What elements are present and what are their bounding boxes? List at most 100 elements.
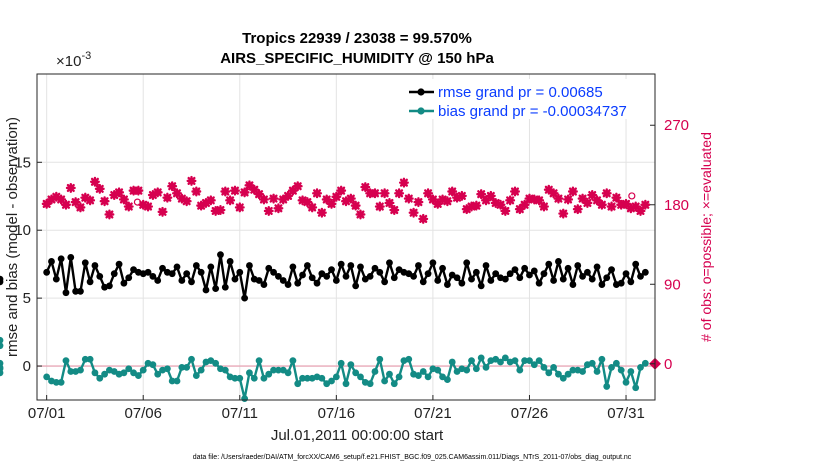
bias-point: [386, 370, 393, 378]
legend-bias-marker: [417, 107, 425, 115]
rmse-point: [569, 281, 577, 288]
obs-count-marker: [625, 203, 636, 214]
obs-count-marker: [355, 209, 366, 220]
obs-count-marker: [220, 186, 231, 197]
obs-count-marker: [500, 205, 511, 216]
obs-count-marker: [427, 194, 438, 205]
obs-count-marker: [205, 195, 216, 206]
rmse-point: [159, 264, 166, 272]
obs-count-marker: [601, 188, 612, 199]
rmse-point: [62, 289, 70, 297]
bias-point: [482, 364, 490, 371]
bias-point: [0, 364, 4, 371]
obs-count-marker: [65, 182, 76, 193]
bias-point: [472, 365, 480, 373]
obs-count-marker: [273, 203, 284, 214]
y-right-tick-label: 270: [664, 117, 689, 134]
obs-count-marker: [505, 195, 516, 206]
rmse-point: [617, 279, 625, 287]
bias-point: [530, 361, 538, 369]
obs-count-marker: [394, 188, 405, 199]
x-axis: 07/01 07/06 07/11 07/16 07/21 07/26 07/31: [28, 395, 645, 422]
obs-count-marker: [46, 194, 57, 205]
obs-count-marker: [268, 193, 279, 204]
rmse-point: [410, 272, 417, 280]
obs-count-marker: [41, 198, 52, 209]
rmse-point: [458, 279, 466, 287]
rmse-point: [608, 266, 615, 273]
rmse-point: [96, 272, 104, 280]
obs-count-marker: [244, 180, 255, 191]
rmse-point: [106, 282, 113, 290]
bias-point: [299, 374, 306, 382]
rmse-point: [477, 282, 485, 290]
bias-point: [376, 355, 384, 363]
obs-count-marker: [413, 197, 424, 208]
obs-count-marker: [89, 176, 100, 187]
x-axis-label: Jul.01,2011 00:00:00 start: [271, 427, 444, 444]
obs-count-marker: [461, 204, 472, 215]
bias-point: [221, 366, 229, 374]
rmse-point: [545, 260, 553, 268]
rmse-point: [197, 268, 205, 276]
axes-frame: [36, 73, 656, 401]
rmse-point: [598, 281, 606, 288]
bias-point: [101, 370, 108, 378]
obs-count-marker: [56, 194, 67, 205]
obs-count-marker: [157, 206, 168, 217]
rmse-point: [521, 264, 529, 272]
rmse-point: [279, 277, 287, 284]
bias-point: [641, 359, 649, 367]
rmse-point: [574, 262, 582, 269]
rmse-point: [535, 279, 543, 287]
obs-count-marker: [249, 184, 260, 195]
obs-count-marker: [85, 195, 96, 206]
obs-count-marker: [587, 190, 598, 201]
obs-count-marker: [143, 201, 154, 212]
chart-subtitle: AIRS_SPECIFIC_HUMIDITY @ 150 hPa: [220, 50, 494, 67]
rmse-point: [627, 278, 635, 286]
rmse-point: [352, 282, 360, 290]
rmse-point: [593, 263, 601, 271]
rmse-point: [323, 272, 331, 280]
obs-count-marker: [524, 193, 535, 204]
obs-count-marker: [519, 199, 530, 210]
obs-count-marker: [509, 186, 520, 197]
bias-point: [535, 357, 543, 365]
bias-point: [545, 369, 553, 377]
obs-count-marker: [147, 190, 158, 201]
y-exponent-label: ×10-3: [56, 50, 91, 70]
rmse-point: [622, 270, 630, 278]
obs-count-marker: [210, 205, 221, 216]
bias-point: [612, 359, 620, 367]
rmse-point: [501, 275, 509, 283]
obs-count-marker: [283, 190, 294, 201]
bias-point: [168, 377, 176, 385]
rmse-point: [67, 253, 75, 261]
rmse-point: [337, 260, 345, 268]
rmse-point: [463, 259, 471, 267]
obs-count-marker: [374, 201, 385, 212]
obs-count-marker: [369, 188, 380, 199]
bias-point: [521, 357, 529, 365]
rmse-point: [332, 277, 340, 284]
bias-point: [275, 366, 282, 374]
rmse-point: [347, 262, 355, 269]
obs-count-marker: [456, 190, 467, 201]
obs-count-marker: [466, 201, 477, 212]
obs-count-marker: [99, 196, 110, 207]
rmse-point: [217, 251, 224, 259]
obs-count-marker: [621, 198, 632, 209]
rmse-point: [57, 255, 65, 263]
obs-count-marker: [471, 200, 482, 211]
x-tick-label: 07/31: [607, 405, 645, 422]
bias-point: [526, 357, 533, 365]
bias-point: [67, 368, 75, 375]
obs-count-marker: [341, 196, 351, 207]
obs-count-marker: [538, 201, 549, 212]
bias-point: [0, 336, 4, 344]
bias-point: [617, 366, 625, 374]
obs-count-marker: [630, 201, 641, 212]
rmse-point: [173, 263, 181, 271]
bias-point: [497, 358, 504, 366]
